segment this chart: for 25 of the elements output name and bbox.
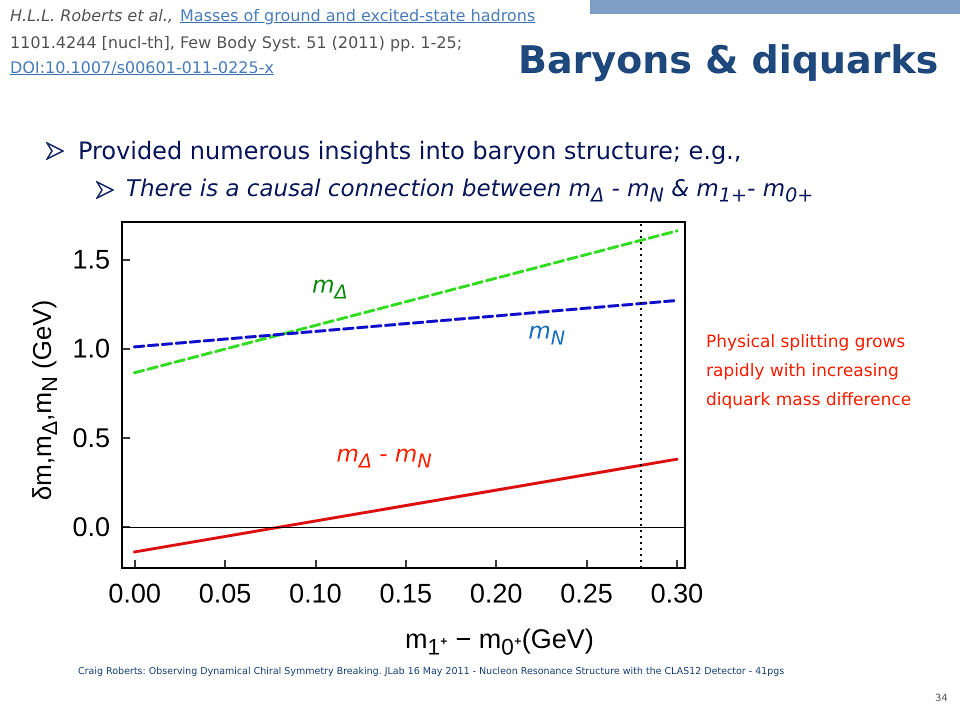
x-axis-title: m$_{1⁺}$ − m$_{0⁺}$(GeV) bbox=[405, 624, 594, 662]
x-tick-label: 0.30 bbox=[650, 578, 704, 608]
text: DOI:10.1007/s00601-011-0225-x bbox=[10, 58, 274, 77]
y-tick-label: 0.0 bbox=[72, 512, 110, 542]
chart-title: Baryons & diquarks bbox=[518, 38, 938, 82]
x-tick-label: 0.05 bbox=[198, 578, 252, 608]
y-tick-label: 1.5 bbox=[72, 244, 110, 274]
series-label: m$_{N}$ bbox=[528, 318, 566, 349]
text: 34 bbox=[935, 693, 948, 704]
series-label: m$_{Δ}$ - m$_{N}$ bbox=[336, 442, 432, 473]
y-tick-label: 0.5 bbox=[72, 422, 110, 453]
x-tick-label: 0.15 bbox=[379, 578, 432, 608]
text: Physical splitting grows rapidly with increasing diquark mass difference bbox=[706, 331, 912, 412]
x-tick-label: 0.20 bbox=[470, 578, 522, 608]
text: H.L.L. Roberts et al., bbox=[10, 6, 174, 25]
y-tick-label: 1.0 bbox=[72, 334, 110, 364]
x-tick-label: 0.25 bbox=[560, 578, 613, 608]
text: 1101.4244 [nucl-th], Few Body Syst. 51 (2011) pp. 1-25; bbox=[10, 33, 462, 52]
text: Masses of ground and excited-state hadrons bbox=[180, 6, 536, 25]
series-label: m$_{Δ}$ bbox=[312, 272, 348, 303]
x-tick-label: 0.10 bbox=[289, 578, 342, 608]
x-tick-label: 0.00 bbox=[108, 578, 161, 608]
text: Provided numerous insights into baryon structure; e.g., bbox=[78, 137, 742, 165]
text: There is a causal connection between m$_{Δ}$ - m$_{N}$ & m$_{1+}$- m$_{0+}$ bbox=[126, 176, 814, 207]
text: Craig Roberts: Observing Dynamical Chiral Symmetry Breaking. JLab 16 May 2011 - Nucleon Resonance Structure with the CLAS12 Detector - 41pgs bbox=[78, 666, 784, 677]
